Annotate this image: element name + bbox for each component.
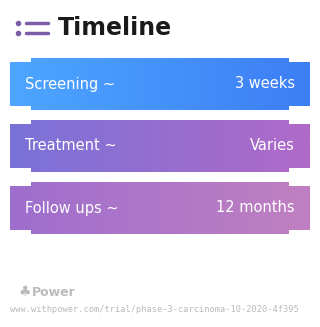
Text: 3 weeks: 3 weeks xyxy=(235,77,295,92)
Bar xyxy=(289,106,310,110)
Bar xyxy=(10,230,31,234)
Text: ♣: ♣ xyxy=(18,285,30,299)
Text: Power: Power xyxy=(32,285,76,299)
Text: Varies: Varies xyxy=(250,139,295,153)
Bar xyxy=(289,230,310,234)
Bar xyxy=(10,168,31,172)
Text: Timeline: Timeline xyxy=(58,16,172,40)
Bar xyxy=(10,120,31,124)
Text: Follow ups ~: Follow ups ~ xyxy=(25,200,119,215)
Bar xyxy=(289,182,310,186)
Bar xyxy=(289,58,310,62)
Text: www.withpower.com/trial/phase-3-carcinoma-10-2020-4f395: www.withpower.com/trial/phase-3-carcinom… xyxy=(10,305,299,315)
Text: Treatment ~: Treatment ~ xyxy=(25,139,116,153)
Bar xyxy=(10,106,31,110)
Bar xyxy=(10,182,31,186)
Bar xyxy=(289,168,310,172)
Bar xyxy=(289,120,310,124)
Bar xyxy=(10,58,31,62)
Text: 12 months: 12 months xyxy=(216,200,295,215)
Text: Screening ~: Screening ~ xyxy=(25,77,115,92)
